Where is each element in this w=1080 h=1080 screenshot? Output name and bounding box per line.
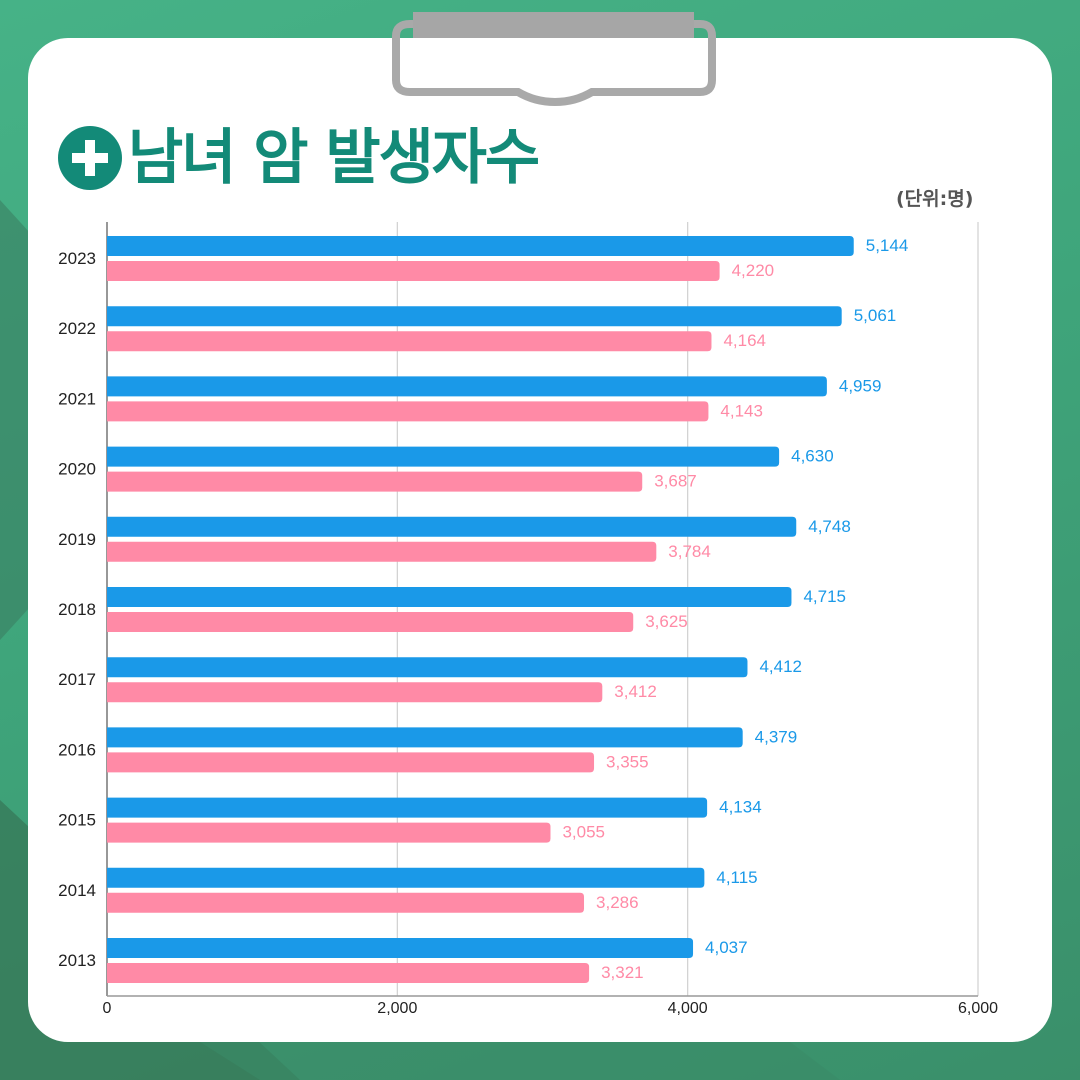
data-label: 5,061: [854, 306, 897, 325]
bar-female: [107, 401, 709, 422]
y-tick-label: 2013: [58, 951, 96, 970]
data-label: 4,748: [808, 517, 851, 536]
data-label: 4,412: [759, 657, 802, 676]
bar-female: [107, 471, 643, 492]
data-label: 3,625: [645, 612, 688, 631]
clipboard-clip-icon: [392, 12, 716, 107]
unit-label: (단위:명): [896, 188, 974, 210]
y-tick-label: 2023: [58, 249, 96, 268]
y-tick-label: 2020: [58, 460, 96, 479]
bar-male: [107, 727, 743, 748]
bar-female: [107, 752, 595, 773]
y-tick-label: 2016: [58, 740, 96, 759]
title-text: 남녀 암 발생자수: [128, 123, 540, 193]
data-label: 4,630: [791, 447, 834, 466]
data-label: 3,286: [596, 893, 639, 912]
data-label: 4,379: [755, 727, 798, 746]
x-tick-label: 6,000: [958, 1000, 998, 1017]
y-tick-label: 2021: [58, 389, 96, 408]
y-tick-label: 2014: [58, 881, 96, 900]
data-label: 3,412: [614, 682, 657, 701]
data-label: 4,959: [839, 376, 882, 395]
data-label: 4,115: [716, 868, 757, 887]
data-label: 5,144: [866, 236, 909, 255]
y-tick-label: 2018: [58, 600, 96, 619]
data-label: 4,134: [719, 798, 762, 817]
y-tick-label: 2022: [58, 319, 96, 338]
bar-male: [107, 446, 780, 467]
data-label: 3,321: [601, 963, 644, 982]
bar-female: [107, 682, 603, 703]
x-tick-label: 2,000: [377, 1000, 417, 1017]
bar-female: [107, 963, 590, 983]
x-tick-label: 4,000: [668, 1000, 708, 1017]
bar-male: [107, 306, 842, 327]
bar-female: [107, 892, 585, 913]
data-label: 3,784: [668, 542, 711, 561]
data-label: 4,220: [732, 261, 775, 280]
y-tick-label: 2019: [58, 530, 96, 549]
data-label: 3,687: [654, 472, 697, 491]
x-tick-label: 0: [103, 1000, 112, 1017]
bar-female: [107, 541, 657, 562]
bar-male: [107, 587, 792, 607]
data-label: 4,143: [720, 401, 763, 420]
data-label: 4,037: [705, 938, 748, 957]
bar-male: [107, 236, 854, 256]
y-tick-label: 2017: [58, 670, 96, 689]
data-label: 4,164: [723, 331, 766, 350]
bar-male: [107, 376, 827, 397]
bar-male: [107, 867, 705, 888]
page-title: 남녀 암 발생자수: [58, 118, 540, 198]
plus-circle-icon: [58, 126, 122, 190]
bar-male: [107, 516, 797, 537]
bar-female: [107, 612, 634, 632]
y-tick-label: 2015: [58, 811, 96, 830]
bar-male: [107, 938, 694, 958]
bar-male: [107, 797, 708, 818]
data-label: 4,715: [803, 587, 846, 606]
bar-male: [107, 657, 748, 678]
bar-female: [107, 331, 712, 352]
bar-female: [107, 261, 720, 281]
data-label: 3,355: [606, 752, 649, 771]
data-label: 3,055: [562, 823, 605, 842]
bar-female: [107, 822, 551, 843]
